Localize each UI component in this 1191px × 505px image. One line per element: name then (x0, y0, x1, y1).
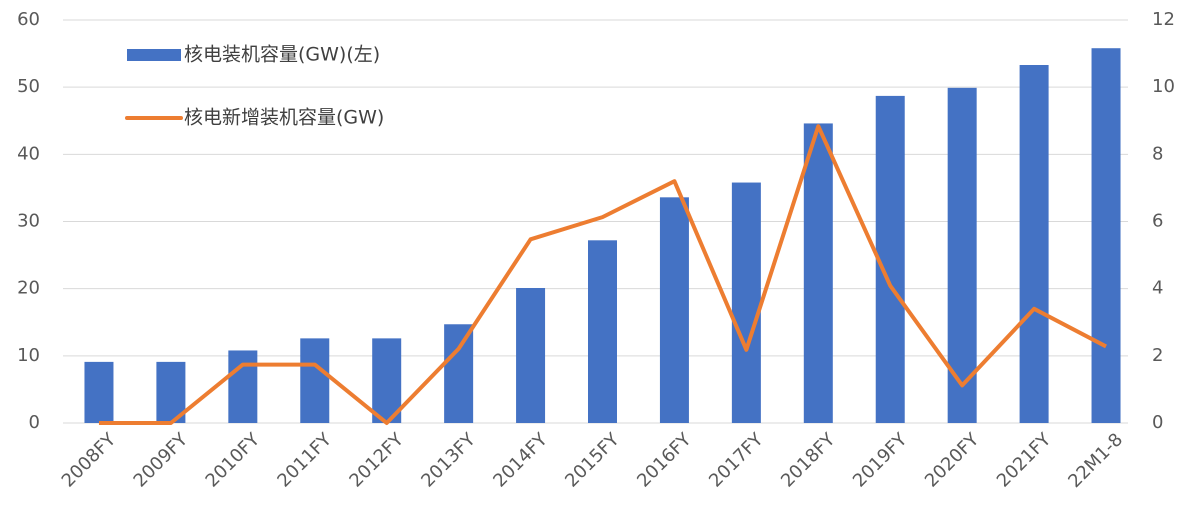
bar (803, 123, 833, 423)
x-tick-label: 2019FY (849, 429, 912, 492)
y-tick-label: 0 (29, 412, 40, 433)
y2-tick-label: 10 (1152, 76, 1175, 97)
x-tick-label: 2010FY (202, 429, 265, 492)
bar (516, 287, 546, 423)
bar (372, 338, 402, 423)
bar (588, 240, 617, 423)
bar (947, 87, 977, 424)
x-tick-label: 2008FY (58, 429, 121, 492)
bar (84, 361, 114, 423)
x-tick-label: 2021FY (993, 429, 1056, 492)
y-tick-label: 30 (17, 211, 40, 232)
line (98, 124, 1107, 425)
y2-tick-label: 2 (1152, 345, 1163, 366)
x-tick-label: 2014FY (489, 429, 552, 492)
bar (1019, 65, 1049, 424)
bar (1091, 48, 1121, 424)
bar (228, 350, 258, 423)
x-tick-label: 2016FY (633, 429, 696, 492)
legend-label: 核电装机容量(GW)(左) (184, 44, 380, 66)
y2-tick-label: 6 (1152, 211, 1163, 232)
x-tick-label: 2017FY (705, 429, 768, 492)
x-tick-label: 2020FY (921, 429, 984, 492)
y2-tick-label: 4 (1152, 278, 1163, 299)
y-tick-label: 10 (17, 345, 40, 366)
legend-swatch (127, 49, 181, 61)
legend-label: 核电新增装机容量(GW) (184, 107, 384, 129)
bar (659, 197, 689, 423)
x-tick-label: 2009FY (130, 429, 193, 492)
y-tick-label: 40 (17, 143, 40, 164)
y2-tick-label: 12 (1152, 9, 1175, 30)
x-tick-label: 2015FY (561, 429, 624, 492)
x-tick-label: 22M1-8 (1064, 429, 1127, 492)
bar (731, 182, 761, 423)
x-tick-label: 2011FY (273, 429, 336, 492)
x-tick-label: 2012FY (345, 429, 408, 492)
y-tick-label: 20 (17, 278, 40, 299)
bar (444, 324, 474, 423)
y2-tick-label: 8 (1152, 143, 1163, 164)
y-tick-label: 50 (17, 76, 40, 97)
x-tick-label: 2013FY (417, 429, 480, 492)
bar (300, 338, 330, 423)
y-tick-label: 60 (17, 9, 40, 30)
y2-tick-label: 0 (1152, 412, 1163, 433)
x-tick-label: 2018FY (777, 429, 840, 492)
